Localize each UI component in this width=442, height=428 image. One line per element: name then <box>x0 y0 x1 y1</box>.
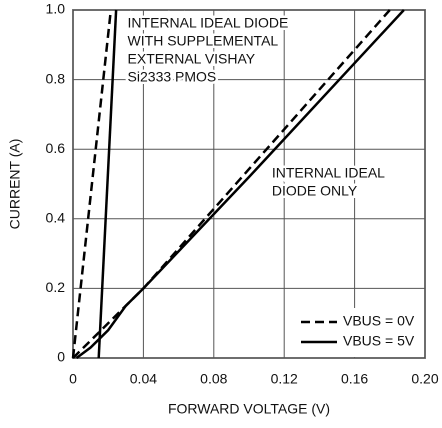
x-tick-label: 0 <box>69 371 77 387</box>
x-tick-label: 0.12 <box>271 371 298 387</box>
y-tick-label: 1.0 <box>46 1 66 17</box>
x-tick-label: 0.20 <box>411 371 438 387</box>
annotation: INTERNAL IDEAL DIODE <box>128 15 289 31</box>
x-tick-label: 0.08 <box>200 371 227 387</box>
line-series <box>71 9 113 359</box>
legend-label: VBUS = 5V <box>343 333 415 349</box>
y-tick-label: 0.4 <box>46 210 66 226</box>
y-tick-label: 0.6 <box>46 140 66 156</box>
annotation: DIODE ONLY <box>272 182 358 198</box>
annotation: INTERNAL IDEAL <box>272 164 385 180</box>
line-series <box>75 9 405 360</box>
x-tick-label: 0.16 <box>341 371 368 387</box>
legend-box <box>293 308 424 357</box>
x-tick-label: 0.04 <box>130 371 157 387</box>
y-tick-label: 0.2 <box>46 279 66 295</box>
annotation: Si2333 PMOS <box>128 69 217 85</box>
y-tick-label: 0 <box>57 349 65 365</box>
line-series <box>97 9 118 359</box>
annotation: EXTERNAL VISHAY <box>128 51 256 67</box>
legend-label: VBUS = 0V <box>343 313 415 329</box>
y-axis-label: CURRENT (A) <box>7 139 23 230</box>
y-tick-label: 0.8 <box>46 70 66 86</box>
x-axis-label: FORWARD VOLTAGE (V) <box>168 401 330 417</box>
annotation: WITH SUPPLEMENTAL <box>128 33 279 49</box>
